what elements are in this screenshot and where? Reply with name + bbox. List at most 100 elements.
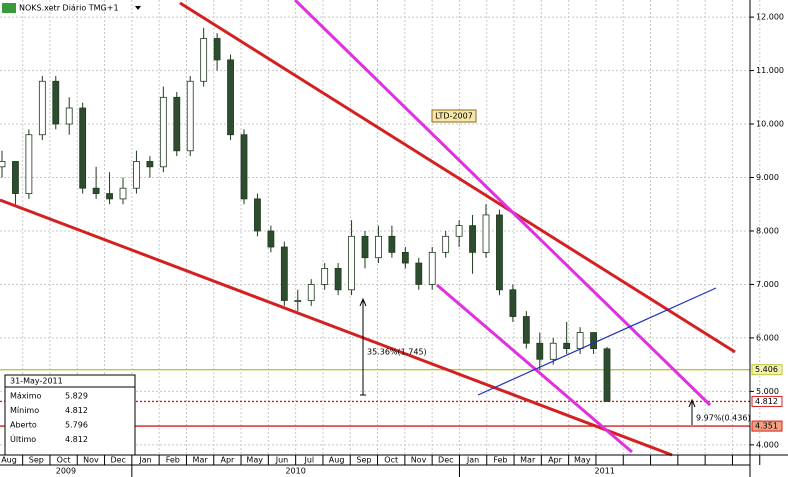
candle-body: [294, 300, 302, 302]
level-label: 4.351: [755, 422, 778, 431]
x-tick-label: Mar: [520, 456, 536, 465]
candle-body: [388, 235, 396, 253]
candle-body: [603, 348, 611, 402]
candle-body: [428, 251, 436, 285]
x-tick-label: Jun: [275, 456, 289, 465]
candle-body: [119, 187, 127, 200]
candle-body: [280, 246, 288, 301]
y-tick-label: 6.000: [756, 333, 779, 342]
candle-body: [186, 80, 194, 152]
candle-body: [173, 96, 181, 152]
candle-body: [106, 193, 113, 200]
y-tick-label: 12.000: [756, 13, 784, 22]
x-tick-label: Feb: [166, 456, 180, 465]
annotation: LTD-2007: [435, 112, 473, 121]
trendline: [436, 283, 633, 454]
candle-body: [267, 230, 275, 248]
level-label: 4.812: [755, 397, 778, 406]
x-tick-label: Jan: [138, 456, 151, 465]
info-date: 31-May-2011: [10, 377, 63, 386]
candle-body: [522, 316, 530, 344]
info-value: 5.829: [65, 392, 88, 401]
candle-body: [334, 268, 342, 291]
candle-body: [536, 342, 544, 360]
candle-body: [469, 225, 476, 253]
x-tick-label: Sep: [356, 456, 371, 465]
candle-body: [92, 187, 100, 194]
y-tick-label: 11.000: [756, 66, 784, 75]
level-label: 5.406: [755, 365, 778, 374]
candle-body: [79, 107, 87, 189]
trendline: [0, 198, 673, 457]
candle-body: [348, 235, 355, 291]
candle-body: [25, 134, 33, 194]
info-value: 4.812: [65, 435, 88, 444]
info-box: 31-May-2011 Máximo 5.829 Mínimo 4.812 Aberto…: [4, 374, 136, 456]
y-tick-label: 5.000: [756, 387, 779, 396]
candle-body: [576, 332, 584, 350]
x-tick-label: May: [246, 456, 263, 465]
year-label: 2010: [285, 467, 305, 476]
candle-body: [65, 107, 73, 125]
x-tick-label: Oct: [384, 456, 398, 465]
candle-body: [0, 161, 6, 168]
x-tick-label: Apr: [220, 456, 235, 465]
icon: [2, 3, 16, 13]
dropdown[interactable]: [135, 6, 141, 10]
x-tick-label: Mar: [193, 456, 209, 465]
trendline: [477, 287, 717, 396]
y-tick-label: 10.000: [756, 120, 784, 129]
x-tick-label: Jul: [303, 456, 314, 465]
candle-body: [375, 235, 382, 259]
candle-body: [321, 268, 329, 285]
annotation: 35.36%(1.745): [367, 348, 427, 357]
x-tick-label: Aug: [329, 456, 345, 465]
candle-body: [496, 214, 503, 291]
info-label: Aberto: [10, 421, 37, 430]
year-label: 2011: [595, 467, 615, 476]
x-tick-label: Apr: [548, 456, 563, 465]
candle-body: [146, 161, 154, 168]
candle-body: [482, 214, 490, 253]
candle-body: [563, 342, 571, 350]
x-tick-label: Aug: [1, 456, 17, 465]
candles: [0, 27, 611, 402]
arrowhead: [359, 297, 367, 307]
candle-body: [254, 198, 261, 232]
year-label: 2009: [56, 467, 76, 476]
candle-body: [52, 80, 60, 125]
x-tick-label: Feb: [493, 456, 507, 465]
level-label-bg: [751, 420, 783, 432]
x-tick-label: Dec: [110, 456, 125, 465]
info-box-frame: [4, 374, 136, 456]
x-tick-label: Dec: [438, 456, 453, 465]
y-tick-label: 8.000: [756, 226, 779, 235]
x-tick-label: Nov: [411, 456, 427, 465]
level-label-bg: [751, 395, 783, 407]
candle-body: [240, 134, 248, 200]
trendlines: [0, 0, 736, 457]
trendline: [179, 1, 736, 354]
y-tick-label: 4.000: [756, 440, 779, 449]
chart-title: NOKS.xetr Diário TMG+1: [19, 4, 119, 13]
x-tick-label: May: [574, 456, 591, 465]
candle-body: [12, 161, 19, 194]
x-tick-label: Sep: [29, 456, 44, 465]
candle-body: [442, 235, 450, 253]
candle-body: [38, 80, 46, 136]
y-tick-label: 9.000: [756, 173, 779, 182]
candle-body: [509, 289, 517, 317]
arrowhead: [688, 398, 696, 408]
y-tick-label: 7.000: [756, 280, 779, 289]
x-tick-label: Jan: [466, 456, 479, 465]
trendline: [293, 0, 712, 407]
annotation: 9.97%(0.436): [696, 414, 751, 423]
candle-body: [159, 96, 167, 168]
candle-body: [213, 38, 221, 61]
candle-body: [227, 59, 234, 136]
candle-body: [401, 251, 409, 264]
info-label: Último: [10, 433, 36, 444]
candle-body: [361, 235, 369, 259]
candle-body: [307, 284, 315, 301]
